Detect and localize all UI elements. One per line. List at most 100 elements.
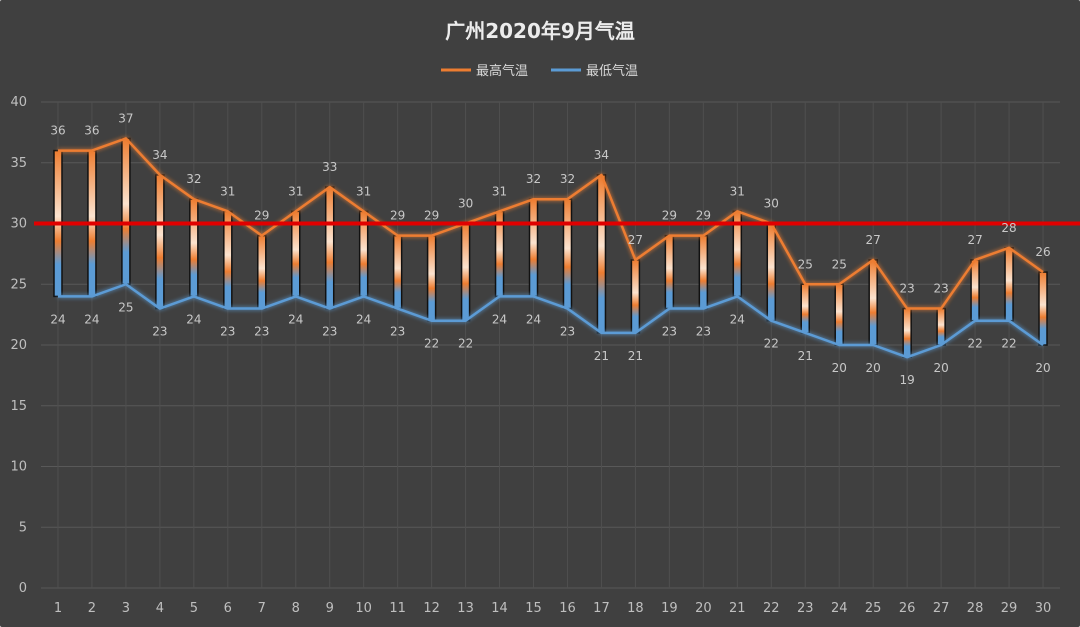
high-value-label: 29 — [696, 209, 711, 223]
y-tick-label: 0 — [19, 581, 27, 596]
range-bar — [630, 259, 641, 334]
high-value-label: 27 — [967, 233, 982, 247]
high-value-label: 27 — [628, 233, 643, 247]
x-tick-label: 27 — [933, 601, 950, 616]
high-value-label: 34 — [152, 148, 167, 162]
high-value-label: 31 — [356, 184, 371, 198]
y-tick-label: 10 — [10, 460, 27, 475]
low-value-label: 24 — [492, 312, 507, 326]
low-value-label: 24 — [84, 312, 99, 326]
range-bar — [868, 259, 878, 346]
x-tick-label: 13 — [457, 601, 474, 616]
x-tick-label: 15 — [525, 601, 542, 616]
high-value-label: 36 — [50, 124, 65, 138]
low-value-label: 20 — [866, 361, 881, 375]
x-tick-label: 9 — [326, 601, 334, 616]
range-bar — [970, 259, 980, 322]
range-bar — [460, 222, 471, 322]
low-value-label: 23 — [696, 325, 711, 339]
high-value-label: 31 — [288, 184, 303, 198]
range-bar — [1038, 271, 1048, 346]
range-bar — [766, 222, 777, 322]
x-tick-label: 4 — [156, 601, 164, 616]
range-bars — [53, 137, 1048, 358]
x-tick-label: 20 — [695, 601, 712, 616]
y-tick-label: 5 — [19, 520, 27, 535]
high-value-label: 34 — [594, 148, 609, 162]
low-value-label: 23 — [322, 325, 337, 339]
high-value-label: 37 — [118, 111, 133, 125]
high-temp-line — [57, 137, 1044, 310]
y-tick-label: 20 — [10, 338, 27, 353]
x-tick-label: 7 — [258, 601, 266, 616]
low-temp-line — [57, 283, 1044, 359]
legend: 最高气温 最低气温 — [441, 63, 638, 79]
x-tick-label: 17 — [593, 601, 610, 616]
range-bar — [902, 307, 912, 358]
high-value-label: 32 — [186, 172, 201, 186]
low-value-label: 22 — [1001, 337, 1016, 351]
x-tick-label: 6 — [224, 601, 232, 616]
high-value-label: 31 — [730, 184, 745, 198]
range-bar — [562, 198, 573, 310]
x-tick-label: 8 — [292, 601, 300, 616]
x-tick-label: 26 — [899, 601, 916, 616]
range-bar — [664, 234, 675, 310]
low-value-label: 19 — [900, 373, 915, 387]
low-value-label: 23 — [254, 325, 269, 339]
low-value-label: 23 — [220, 325, 235, 339]
series-lines — [57, 137, 1044, 359]
x-tick-label: 28 — [967, 601, 984, 616]
low-value-label: 21 — [798, 349, 813, 363]
low-value-label: 21 — [628, 349, 643, 363]
x-tick-label: 16 — [559, 601, 576, 616]
x-tick-label: 21 — [729, 601, 746, 616]
high-value-label: 26 — [1035, 245, 1050, 259]
low-value-label: 24 — [288, 312, 303, 326]
range-bar — [1004, 247, 1014, 322]
high-value-label: 25 — [832, 257, 847, 271]
y-tick-label: 30 — [10, 217, 27, 232]
y-tick-label: 25 — [10, 277, 27, 292]
high-value-label: 33 — [322, 160, 337, 174]
low-value-label: 24 — [356, 312, 371, 326]
low-value-label: 25 — [118, 300, 133, 314]
range-bar — [936, 307, 946, 346]
high-value-label: 32 — [526, 172, 541, 186]
high-value-label: 32 — [560, 172, 575, 186]
low-value-label: 23 — [390, 325, 405, 339]
range-bar — [189, 198, 199, 298]
high-value-label: 36 — [84, 124, 99, 138]
low-value-label: 22 — [458, 337, 473, 351]
low-value-label: 24 — [50, 312, 65, 326]
x-tick-label: 30 — [1035, 601, 1052, 616]
x-axis: 1 2 3 4 5 6 7 8 9 10 11 12 13 14 15 16 17 18 19 20 21 22 23 24 2… — [54, 601, 1051, 616]
chart-title: 广州2020年9月气温 — [445, 19, 635, 43]
y-axis: 0 5 10 15 20 25 30 35 40 — [10, 95, 27, 596]
high-value-label: 27 — [866, 233, 881, 247]
x-tick-label: 18 — [627, 601, 644, 616]
legend-label: 最高气温 — [476, 63, 528, 79]
range-bar — [257, 234, 267, 310]
low-value-label: 22 — [764, 337, 779, 351]
low-value-label: 24 — [186, 312, 201, 326]
range-bar — [800, 283, 810, 334]
x-tick-label: 11 — [389, 601, 406, 616]
low-value-label: 21 — [594, 349, 609, 363]
range-bar — [596, 174, 607, 334]
low-value-label: 24 — [526, 312, 541, 326]
high-value-label: 29 — [662, 209, 677, 223]
x-tick-label: 19 — [661, 601, 678, 616]
low-value-label: 20 — [832, 361, 847, 375]
range-bar — [121, 137, 131, 285]
y-tick-label: 35 — [10, 156, 27, 171]
high-value-label: 25 — [798, 257, 813, 271]
x-tick-label: 24 — [831, 601, 848, 616]
x-tick-label: 2 — [88, 601, 96, 616]
high-value-label: 23 — [933, 282, 948, 296]
x-tick-label: 1 — [54, 601, 62, 616]
low-value-label: 23 — [152, 325, 167, 339]
low-value-label: 22 — [967, 337, 982, 351]
